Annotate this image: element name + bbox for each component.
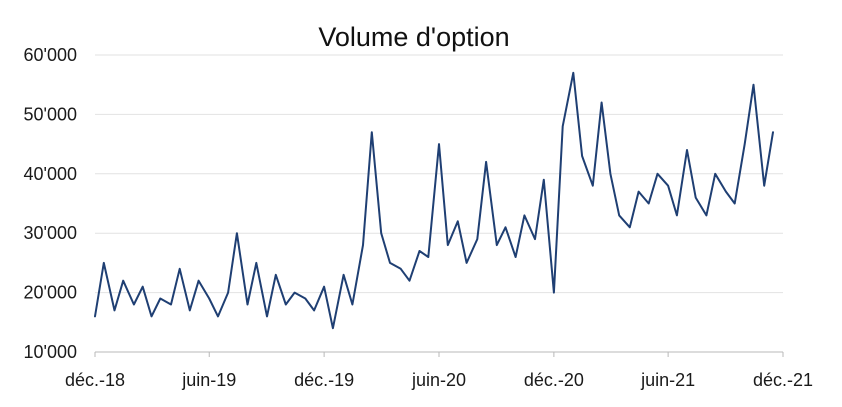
x-tick-label: déc.-18 — [65, 370, 125, 390]
x-tick-label: juin-21 — [640, 370, 695, 390]
series-group — [94, 71, 774, 330]
x-tick-label: juin-20 — [411, 370, 466, 390]
y-tick-label: 50'000 — [24, 104, 78, 124]
x-axis-ticks: déc.-18 juin-19 déc.-19 juin-20 déc.-20 juin-… — [65, 352, 813, 390]
chart-title: Volume d'option — [318, 22, 509, 52]
x-tick-label: juin-19 — [181, 370, 236, 390]
y-tick-label: 60'000 — [24, 45, 78, 65]
x-tick-label: déc.-21 — [753, 370, 813, 390]
x-tick-label: déc.-19 — [294, 370, 354, 390]
y-tick-label: 40'000 — [24, 164, 78, 184]
y-tick-label: 30'000 — [24, 223, 78, 243]
y-tick-label: 20'000 — [24, 283, 78, 303]
series-line — [94, 71, 774, 330]
y-tick-label: 10'000 — [24, 342, 78, 362]
grid-lines — [95, 54, 783, 353]
y-axis-ticks: 10'000 20'000 30'000 40'000 50'000 60'000 — [24, 45, 78, 362]
x-tick-label: déc.-20 — [524, 370, 584, 390]
